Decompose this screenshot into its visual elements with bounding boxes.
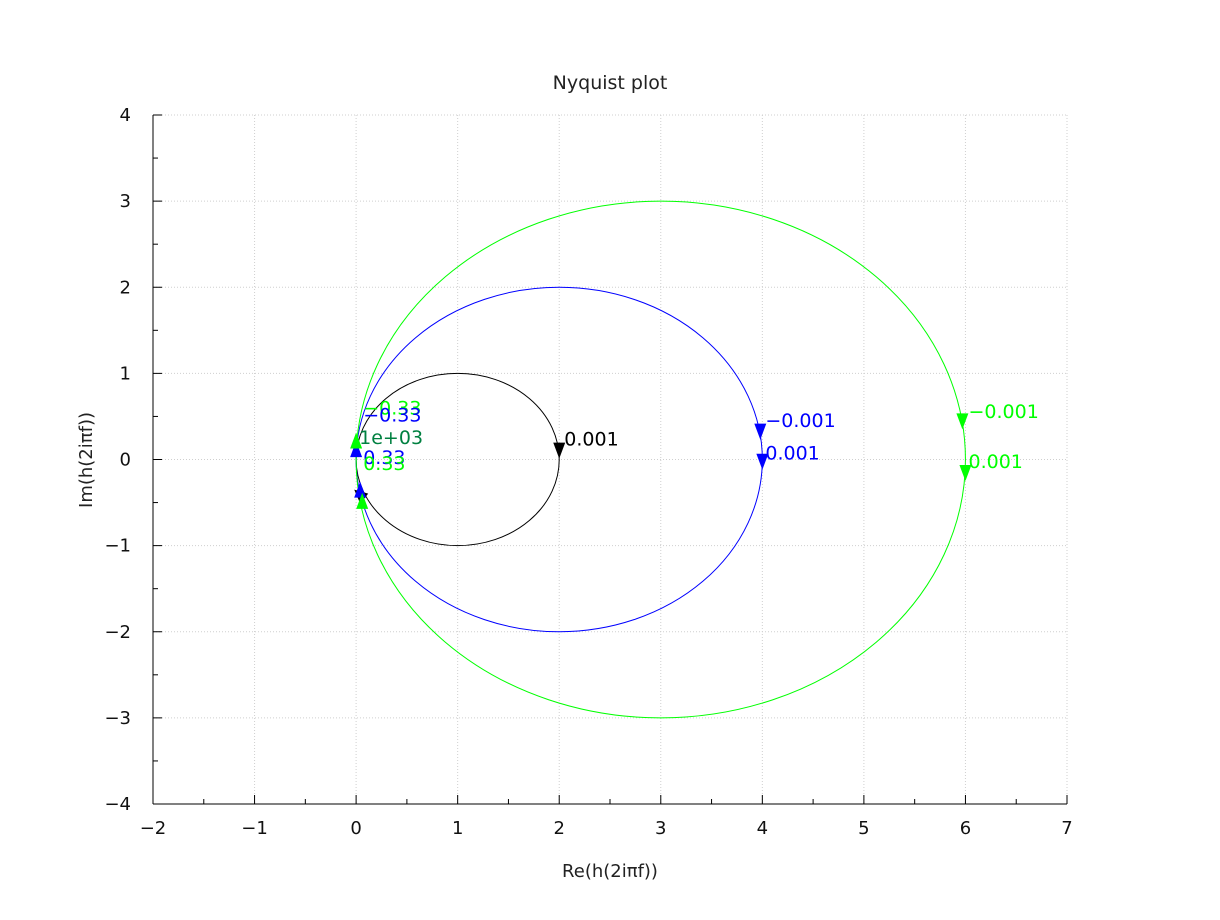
ticks: −2 −1 0 1 2 3 4 5 6 7 −4 −3 −2 −1 0 1 2 3 4 xyxy=(104,105,1072,839)
x-tick-label: 3 xyxy=(655,818,666,839)
y-tick-label: 0 xyxy=(120,450,131,471)
frequency-label: −0.33 xyxy=(363,405,421,427)
y-axis-label: Im(h(2iπf)) xyxy=(76,412,97,508)
frequency-label: −0.33 xyxy=(363,398,421,420)
y-tick-label: −3 xyxy=(104,708,131,729)
frequency-label: 0.001 xyxy=(564,429,618,451)
x-tick-label: 5 xyxy=(858,818,869,839)
y-tick-label: 2 xyxy=(120,277,131,298)
grid xyxy=(152,114,1068,805)
y-tick-label: −1 xyxy=(104,536,131,557)
frequency-labels: 0.001−0.0010.001−0.0010.001−0.33−0.331e+… xyxy=(359,398,1039,475)
y-tick-label: −2 xyxy=(104,622,131,643)
nyquist-curve-2 xyxy=(355,200,966,719)
x-tick-label: 7 xyxy=(1061,818,1072,839)
x-tick-label: 6 xyxy=(960,818,971,839)
y-tick-label: 3 xyxy=(120,191,131,212)
direction-arrow xyxy=(756,453,769,470)
frequency-label: 0.33 xyxy=(363,447,405,469)
direction-arrow xyxy=(350,441,363,458)
frequency-label: 1e+03 xyxy=(359,427,423,449)
x-tick-label: 0 xyxy=(350,818,361,839)
direction-arrow xyxy=(356,492,369,509)
y-tick-label: −4 xyxy=(104,794,131,815)
frequency-label: 0.001 xyxy=(968,451,1022,473)
y-tick-label: 1 xyxy=(120,363,131,384)
direction-arrow xyxy=(754,423,767,440)
frequency-label: −0.001 xyxy=(765,410,835,432)
x-tick-label: 2 xyxy=(553,818,564,839)
x-tick-label: 1 xyxy=(452,818,463,839)
x-tick-label: −2 xyxy=(140,818,167,839)
frequency-label: 0.33 xyxy=(363,453,405,475)
direction-arrow xyxy=(354,481,367,498)
x-tick-label: 4 xyxy=(757,818,768,839)
x-tick-label: −1 xyxy=(241,818,268,839)
direction-arrow xyxy=(350,432,363,449)
y-tick-label: 4 xyxy=(120,105,131,126)
x-axis-label: Re(h(2iπf)) xyxy=(562,861,658,882)
direction-arrow xyxy=(553,442,566,459)
frequency-label: 0.001 xyxy=(765,443,819,465)
chart-title: Nyquist plot xyxy=(553,72,668,94)
frequency-label: −0.001 xyxy=(968,401,1038,423)
direction-arrow xyxy=(959,465,972,482)
direction-arrow xyxy=(956,413,969,430)
direction-markers xyxy=(350,413,972,509)
